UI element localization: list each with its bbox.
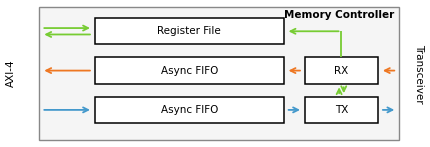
FancyBboxPatch shape — [95, 18, 283, 44]
FancyBboxPatch shape — [95, 57, 283, 84]
Text: Async FIFO: Async FIFO — [160, 66, 218, 76]
FancyBboxPatch shape — [95, 97, 283, 123]
FancyBboxPatch shape — [39, 6, 399, 141]
Text: AXI-4: AXI-4 — [6, 60, 16, 87]
Text: Async FIFO: Async FIFO — [160, 105, 218, 115]
FancyBboxPatch shape — [305, 97, 378, 123]
Text: Transceiver: Transceiver — [414, 44, 424, 103]
Text: TX: TX — [335, 105, 348, 115]
FancyBboxPatch shape — [305, 57, 378, 84]
Text: Register File: Register File — [157, 26, 221, 36]
Text: RX: RX — [334, 66, 349, 76]
Text: Memory Controller: Memory Controller — [284, 10, 394, 20]
